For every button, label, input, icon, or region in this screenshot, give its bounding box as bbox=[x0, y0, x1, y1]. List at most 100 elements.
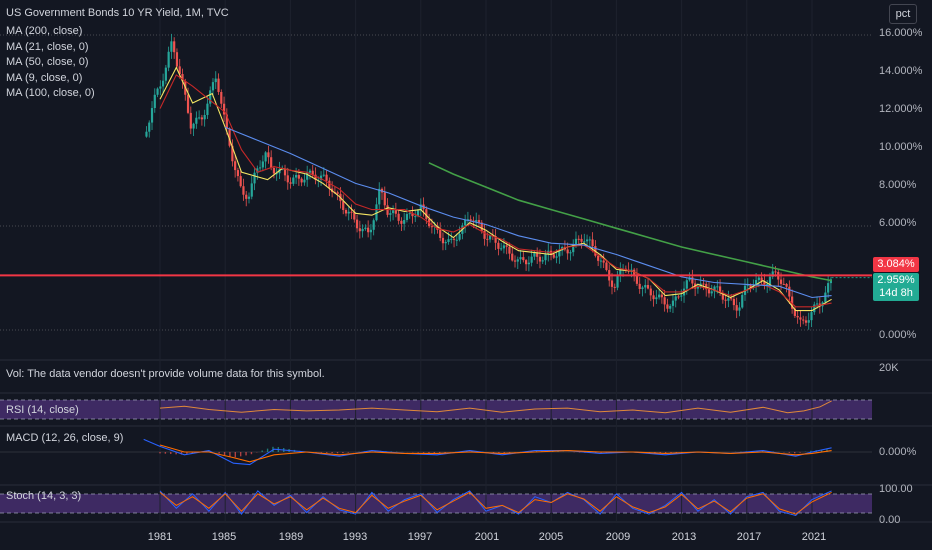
candle-body bbox=[580, 238, 583, 242]
candle-body bbox=[297, 175, 300, 179]
candle-body bbox=[328, 180, 331, 189]
percent-scale-button[interactable]: pct bbox=[889, 4, 917, 24]
candle-body bbox=[148, 122, 151, 132]
last-price-countdown: 14d 8h bbox=[879, 287, 913, 299]
candle-body bbox=[270, 157, 273, 169]
candle-body bbox=[779, 279, 783, 284]
candle-body bbox=[588, 239, 591, 241]
legend-ma-9[interactable]: MA (9, close, 0) bbox=[6, 71, 83, 84]
candle-body bbox=[275, 173, 278, 175]
candle-body bbox=[638, 283, 641, 289]
candle-body bbox=[707, 289, 711, 294]
candle-body bbox=[408, 213, 411, 215]
candle-body bbox=[383, 192, 386, 206]
candle-body bbox=[502, 245, 506, 249]
candle-body bbox=[231, 145, 234, 162]
candle-body bbox=[577, 238, 580, 240]
candle-body bbox=[674, 296, 677, 301]
candle-body bbox=[455, 239, 458, 241]
candle-body bbox=[167, 51, 170, 68]
legend-ma-50[interactable]: MA (50, close, 0) bbox=[6, 56, 89, 68]
candle-body bbox=[200, 117, 203, 120]
stoch-y-tick-bottom: 0.00 bbox=[879, 514, 901, 526]
candle-body bbox=[815, 303, 819, 305]
candle-body bbox=[236, 170, 240, 177]
legend-ma-100[interactable]: MA (100, close, 0) bbox=[6, 87, 95, 99]
candle-body bbox=[361, 228, 364, 232]
macd-label[interactable]: MACD (12, 26, close, 9) bbox=[6, 432, 124, 444]
candle-body bbox=[824, 292, 827, 303]
candle-body bbox=[763, 281, 766, 286]
candle-body bbox=[175, 52, 179, 67]
candle-body bbox=[597, 255, 600, 261]
rsi-line bbox=[159, 400, 832, 414]
rsi-label[interactable]: RSI (14, close) bbox=[6, 404, 79, 416]
candle-body bbox=[785, 283, 788, 287]
candle-body bbox=[405, 214, 409, 221]
candle-body bbox=[439, 229, 442, 238]
candle-body bbox=[730, 298, 733, 300]
candle-body bbox=[782, 283, 785, 285]
candle-body bbox=[378, 188, 381, 205]
candle-body bbox=[159, 86, 162, 89]
candle-body bbox=[186, 94, 190, 113]
candle-body bbox=[533, 252, 536, 257]
candle-body bbox=[757, 277, 760, 281]
candle-body bbox=[771, 271, 774, 277]
candle-body bbox=[788, 286, 791, 297]
legend-ma-21[interactable]: MA (21, close, 0) bbox=[6, 40, 89, 53]
candle-body bbox=[347, 211, 350, 214]
candle-body bbox=[444, 242, 447, 244]
candle-body bbox=[768, 276, 772, 285]
candle-body bbox=[250, 183, 253, 197]
candle-body bbox=[810, 312, 813, 321]
candle-body bbox=[574, 238, 578, 245]
candle-body bbox=[721, 292, 724, 300]
candle-body bbox=[738, 307, 741, 311]
candle-body bbox=[827, 283, 830, 293]
legend-ma-200[interactable]: MA (200, close) bbox=[6, 25, 83, 37]
candle-body bbox=[599, 260, 603, 262]
candle-body bbox=[289, 182, 292, 184]
stoch-label[interactable]: Stoch (14, 3, 3) bbox=[6, 490, 82, 502]
candle-body bbox=[669, 305, 672, 309]
candle-body bbox=[644, 285, 647, 288]
candle-body bbox=[295, 175, 298, 178]
x-tick-label: 2017 bbox=[736, 531, 762, 543]
y-tick-label: 0.000% bbox=[879, 329, 917, 341]
candle-body bbox=[799, 317, 802, 320]
candle-body bbox=[486, 238, 489, 240]
candle-body bbox=[367, 227, 370, 233]
candle-body bbox=[225, 114, 228, 129]
candle-body bbox=[425, 209, 428, 219]
candle-body bbox=[258, 167, 262, 169]
x-tick-label: 1989 bbox=[278, 531, 304, 543]
candle-body bbox=[602, 260, 605, 263]
candle-body bbox=[364, 227, 367, 229]
volume-y-tick: 20K bbox=[879, 362, 899, 374]
candle-body bbox=[234, 161, 237, 171]
candle-body bbox=[791, 296, 794, 309]
candle-body bbox=[677, 296, 680, 298]
candle-body bbox=[389, 213, 392, 215]
candle-body bbox=[189, 112, 192, 129]
candle-body bbox=[400, 220, 403, 224]
candle-body bbox=[214, 78, 217, 83]
candle-body bbox=[253, 172, 256, 184]
candle-body bbox=[793, 308, 796, 316]
moving-average-line-90 bbox=[159, 66, 832, 312]
candle-body bbox=[652, 295, 655, 300]
candle-body bbox=[308, 170, 312, 173]
candle-body bbox=[355, 219, 359, 229]
candle-body bbox=[228, 128, 231, 146]
macd-y-tick: 0.000% bbox=[879, 446, 917, 458]
candle-body bbox=[173, 41, 176, 53]
candle-body bbox=[209, 90, 212, 104]
y-tick-label: 14.000% bbox=[879, 65, 923, 77]
candle-body bbox=[718, 286, 722, 293]
candle-body bbox=[358, 228, 361, 232]
candle-body bbox=[211, 82, 215, 91]
candle-body bbox=[705, 283, 708, 290]
